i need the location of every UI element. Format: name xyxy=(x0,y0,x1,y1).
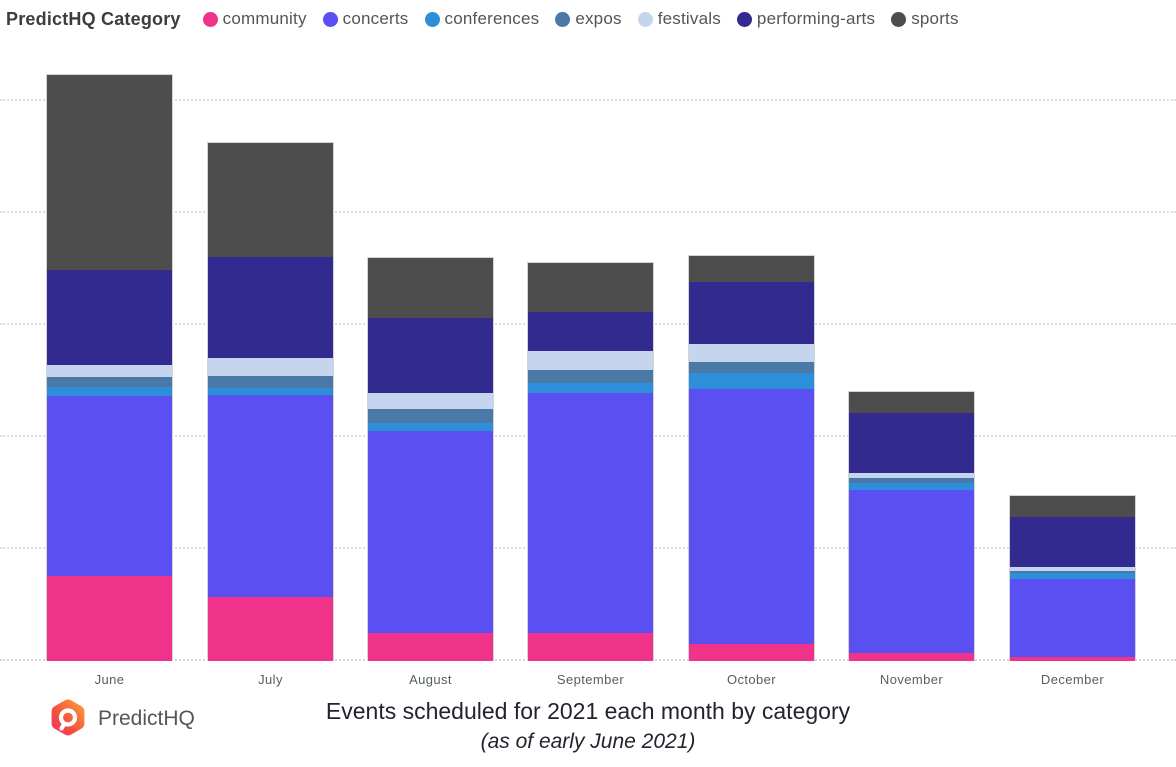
bar-segment-october-festivals[interactable] xyxy=(689,344,814,362)
chart-title: Events scheduled for 2021 each month by … xyxy=(325,698,851,724)
legend-label: conferences xyxy=(444,9,540,28)
bar-segment-september-performing-arts[interactable] xyxy=(528,312,653,351)
bar-segment-november-sports[interactable] xyxy=(849,392,974,413)
bar-segment-august-performing-arts[interactable] xyxy=(368,318,493,393)
legend-item-expos[interactable]: expos xyxy=(555,9,622,29)
bar-segment-july-expos[interactable] xyxy=(208,376,333,388)
bar-segment-november-community[interactable] xyxy=(849,653,974,661)
bar-segment-august-festivals[interactable] xyxy=(368,393,493,409)
x-axis-label-november: November xyxy=(879,672,944,687)
bar-segment-june-festivals[interactable] xyxy=(47,365,172,377)
bar-segment-september-concerts[interactable] xyxy=(528,393,653,633)
x-axis-label-june: June xyxy=(94,672,125,687)
legend-dot-sports xyxy=(891,11,907,27)
legend-item-sports[interactable]: sports xyxy=(891,9,959,29)
legend-label: sports xyxy=(911,9,959,28)
bar-november[interactable] xyxy=(848,391,975,661)
bar-segment-august-concerts[interactable] xyxy=(368,431,493,633)
bar-segment-august-sports[interactable] xyxy=(368,258,493,318)
bar-segment-june-conferences[interactable] xyxy=(47,387,172,396)
bar-segment-september-conferences[interactable] xyxy=(528,383,653,393)
bar-september[interactable] xyxy=(527,262,654,661)
bar-segment-october-community[interactable] xyxy=(689,644,814,661)
legend-dot-conferences xyxy=(424,11,440,27)
legend-item-conferences[interactable]: conferences xyxy=(424,9,540,29)
legend-item-concerts[interactable]: concerts xyxy=(322,9,409,29)
bar-segment-december-concerts[interactable] xyxy=(1010,579,1135,657)
bar-segment-june-expos[interactable] xyxy=(47,377,172,387)
bar-segment-july-performing-arts[interactable] xyxy=(208,257,333,358)
bar-segment-november-expos[interactable] xyxy=(849,478,974,483)
footer: Events scheduled for 2021 each month by … xyxy=(0,690,1176,767)
bar-segment-september-community[interactable] xyxy=(528,633,653,661)
brand-name: PredictHQ xyxy=(98,707,195,730)
legend-label: concerts xyxy=(342,9,409,28)
bar-segment-september-festivals[interactable] xyxy=(528,351,653,370)
bar-segment-november-festivals[interactable] xyxy=(849,473,974,478)
bar-segment-october-sports[interactable] xyxy=(689,256,814,282)
bar-segment-december-performing-arts[interactable] xyxy=(1010,517,1135,567)
bar-segment-october-performing-arts[interactable] xyxy=(689,282,814,344)
brand-logo: PredictHQ xyxy=(48,698,195,740)
bar-segment-august-expos[interactable] xyxy=(368,409,493,423)
bar-segment-october-conferences[interactable] xyxy=(689,373,814,389)
legend-label: expos xyxy=(575,9,622,28)
bar-segment-october-concerts[interactable] xyxy=(689,389,814,644)
legend-dot-community xyxy=(202,11,218,27)
bar-june[interactable] xyxy=(46,74,173,661)
bar-segment-june-performing-arts[interactable] xyxy=(47,270,172,365)
bar-segment-november-concerts[interactable] xyxy=(849,490,974,653)
bar-july[interactable] xyxy=(207,142,334,661)
chart-titles: Events scheduled for 2021 each month by … xyxy=(0,690,1176,754)
y-gridline xyxy=(0,211,1176,213)
legend-item-community[interactable]: community xyxy=(202,9,307,29)
bar-segment-december-community[interactable] xyxy=(1010,657,1135,661)
bar-segment-july-concerts[interactable] xyxy=(208,395,333,597)
x-axis-label-december: December xyxy=(1040,672,1105,687)
legend-title: PredictHQ Category xyxy=(6,8,181,29)
legend-dot-concerts xyxy=(322,11,338,27)
bar-segment-july-conferences[interactable] xyxy=(208,388,333,395)
bar-segment-july-sports[interactable] xyxy=(208,143,333,257)
bar-october[interactable] xyxy=(688,255,815,661)
bar-segment-october-expos[interactable] xyxy=(689,362,814,373)
bar-segment-december-sports[interactable] xyxy=(1010,496,1135,517)
bar-august[interactable] xyxy=(367,257,494,661)
bar-segment-december-expos[interactable] xyxy=(1010,571,1135,573)
legend-label: community xyxy=(222,9,307,28)
legend-dot-performing-arts xyxy=(736,11,752,27)
legend-item-performing-arts[interactable]: performing-arts xyxy=(736,9,876,29)
bar-segment-june-sports[interactable] xyxy=(47,75,172,270)
predicthq-logo-icon xyxy=(51,699,85,736)
bar-segment-september-sports[interactable] xyxy=(528,263,653,312)
x-axis-label-august: August xyxy=(409,672,452,687)
bar-segment-june-concerts[interactable] xyxy=(47,396,172,576)
legend: PredictHQ Category community concerts conf… xyxy=(6,6,975,32)
x-axis-label-september: September xyxy=(556,672,625,687)
chart-subtitle: (as of early June 2021) xyxy=(480,730,696,753)
x-axis-label-october: October xyxy=(726,672,777,687)
bar-segment-december-conferences[interactable] xyxy=(1010,573,1135,579)
legend-dot-festivals xyxy=(637,11,653,27)
bar-segment-september-expos[interactable] xyxy=(528,370,653,383)
bar-segment-december-festivals[interactable] xyxy=(1010,567,1135,571)
legend-items: community concerts conferences expos festiva… xyxy=(202,9,975,29)
bar-segment-july-festivals[interactable] xyxy=(208,358,333,376)
y-gridline xyxy=(0,99,1176,101)
bar-december[interactable] xyxy=(1009,495,1136,661)
legend-label: festivals xyxy=(657,9,721,28)
legend-item-festivals[interactable]: festivals xyxy=(637,9,721,29)
plot-area: June July August September October November De… xyxy=(0,40,1176,687)
legend-label: performing-arts xyxy=(756,9,876,28)
bar-segment-june-community[interactable] xyxy=(47,576,172,661)
bar-segment-july-community[interactable] xyxy=(208,597,333,661)
x-axis-label-july: July xyxy=(258,672,283,687)
legend-dot-expos xyxy=(555,11,571,27)
bar-segment-august-conferences[interactable] xyxy=(368,423,493,431)
bar-segment-november-conferences[interactable] xyxy=(849,483,974,490)
bar-segment-august-community[interactable] xyxy=(368,633,493,661)
bar-segment-november-performing-arts[interactable] xyxy=(849,413,974,473)
